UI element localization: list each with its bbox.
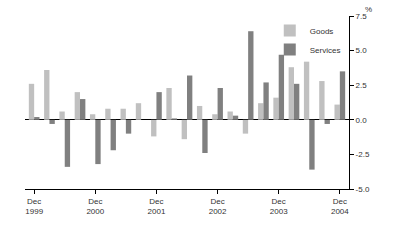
svg-text:Dec2003: Dec2003 xyxy=(270,197,288,216)
svg-text:Services: Services xyxy=(310,46,341,55)
svg-text:Dec2002: Dec2002 xyxy=(209,197,227,216)
svg-text:Dec2001: Dec2001 xyxy=(148,197,166,216)
svg-text:Dec2000: Dec2000 xyxy=(86,197,104,216)
svg-text:2.5: 2.5 xyxy=(356,81,368,90)
svg-text:%: % xyxy=(365,5,372,14)
svg-text:-5.0: -5.0 xyxy=(356,185,370,194)
svg-text:Goods: Goods xyxy=(310,27,334,36)
svg-text:-2.5: -2.5 xyxy=(356,150,370,159)
svg-text:0.0: 0.0 xyxy=(356,116,368,125)
svg-text:Dec1999: Dec1999 xyxy=(25,197,43,216)
svg-text:Dec2004: Dec2004 xyxy=(331,197,349,216)
svg-text:7.5: 7.5 xyxy=(356,12,368,21)
svg-text:5.0: 5.0 xyxy=(356,46,368,55)
